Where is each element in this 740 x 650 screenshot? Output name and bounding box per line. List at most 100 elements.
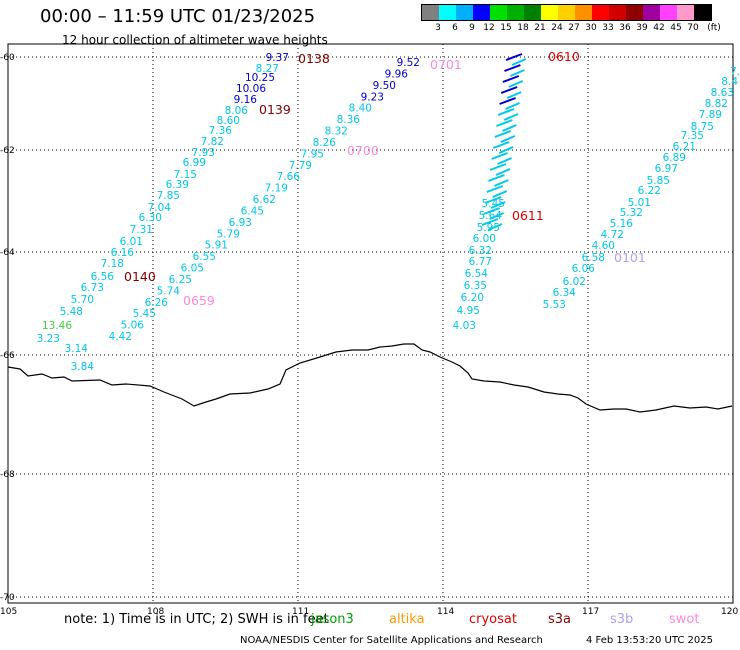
swh-value: 7.66 [277, 171, 301, 183]
swh-value: 6.54 [465, 268, 489, 280]
swh-value: 6.22 [638, 185, 661, 197]
swh-value: 5.06 [121, 320, 145, 332]
credit-text: NOAA/NESDIS Center for Satellite Applica… [240, 635, 543, 646]
legend-swatch [626, 5, 643, 20]
lon-tick-label: 114 [437, 607, 454, 617]
swh-value: 7.82 [201, 136, 224, 148]
swh-value: 5.16 [610, 218, 634, 230]
legend-bin-label: 9 [469, 23, 475, 33]
swh-value: 5.95 [477, 222, 500, 234]
swh-value: 8.36 [337, 114, 361, 126]
swh-value: 8.06 [225, 105, 249, 117]
swh-value: 7.79 [289, 160, 312, 172]
swh-value: 6.25 [169, 274, 192, 286]
swh-value: 6.06 [572, 263, 596, 275]
swh-value: 6.77 [469, 256, 492, 268]
dense-track-mark [494, 130, 512, 138]
legend-swatch [575, 5, 592, 20]
swh-value: 4.72 [601, 229, 624, 241]
legend-unit: (ft) [707, 23, 721, 33]
antarctic-coastline [7, 343, 733, 413]
swh-value: 8.32 [325, 126, 348, 138]
dense-track-mark [492, 141, 510, 149]
legend-bin-label: 3 [435, 23, 441, 33]
dense-track-mark [511, 58, 527, 66]
legend-bin-label: 6 [452, 23, 458, 33]
swh-value: 10.06 [236, 83, 266, 95]
swh-value: 4.60 [592, 240, 615, 252]
swh-value: 9.50 [373, 80, 396, 92]
map-frame [7, 43, 734, 604]
swh-value: 5.53 [543, 299, 566, 311]
swh-value: 5.32 [620, 207, 643, 219]
dense-track-mark [494, 179, 509, 187]
pass-time-label: 0139 [259, 102, 291, 117]
swh-value: 5.91 [205, 240, 228, 252]
legend-bin-label: 27 [568, 23, 580, 33]
legend-bin-label: 18 [517, 23, 529, 33]
legend-bin-label: 45 [670, 23, 682, 33]
swh-value: 6.55 [193, 251, 216, 263]
swh-value: 5.45 [133, 308, 156, 320]
legend-swatches [421, 4, 712, 21]
lon-tick-label: 108 [147, 607, 164, 617]
dense-track-mark [500, 86, 518, 94]
swh-value: 6.00 [473, 233, 496, 245]
dense-track-mark [499, 97, 516, 105]
lat-tick-label: -66 [0, 351, 15, 361]
swh-value: 7.31 [130, 224, 153, 236]
swh-value: 6.35 [464, 280, 487, 292]
swh-value: 7.18 [101, 258, 124, 270]
swh-value: 6.21 [673, 141, 696, 153]
pass-time-label: 0140 [124, 269, 156, 284]
swh-value: 5.79 [217, 228, 240, 240]
legend-swatch [609, 5, 626, 20]
dense-track-mark [505, 53, 523, 61]
pass-time-label: 0700 [347, 143, 379, 158]
swh-value: 5.48 [60, 306, 83, 318]
satellite-label: jason3 [311, 612, 354, 627]
satellite-label: altika [389, 612, 425, 627]
dense-track-mark [505, 102, 520, 110]
lon-tick-label: 120 [721, 607, 738, 617]
swh-value: 8.27 [256, 63, 279, 75]
swh-value: 13.46 [42, 320, 72, 332]
swh-value: 9.37 [266, 52, 289, 64]
legend-swatch [541, 5, 558, 20]
swh-value: 6.62 [253, 194, 276, 206]
swh-value: 9.96 [385, 68, 409, 80]
legend-swatch [524, 5, 541, 20]
pass-time-label: 0701 [430, 57, 462, 72]
swh-value: 6.56 [91, 271, 115, 283]
lat-tick-label: -60 [0, 53, 15, 63]
dense-track-mark [503, 113, 519, 121]
dense-track-mark [481, 218, 499, 226]
legend-bin-label: 70 [687, 23, 699, 33]
pass-time-label: 0101 [614, 250, 646, 265]
swh-value: 7.15 [174, 169, 197, 181]
dense-track-mark [492, 190, 508, 198]
legend-swatch [694, 5, 711, 20]
issued-time: 4 Feb 13:53:20 UTC 2025 [586, 635, 713, 646]
legend-bin-label: 12 [483, 23, 495, 33]
swh-value: 7.36 [209, 125, 233, 137]
satellite-label: swot [669, 612, 700, 627]
footer-note: note: 1) Time is in UTC; 2) SWH is in fe… [64, 612, 329, 627]
lon-tick-label: 117 [582, 607, 599, 617]
dense-track-mark [495, 168, 511, 176]
lat-tick-label: -62 [0, 146, 15, 156]
swh-value: 6.93 [229, 217, 252, 229]
pass-time-label: 0611 [512, 208, 544, 223]
dense-track-mark [498, 146, 514, 154]
legend-bin-label: 36 [619, 23, 631, 33]
swh-value: 5.74 [157, 285, 181, 297]
legend-labels: 3 6 9 12 15 18 21 24 27 30 33 36 39 42 45 70 (ft) [421, 21, 721, 33]
satellite-label: cryosat [469, 612, 517, 627]
legend-swatch [558, 5, 575, 20]
swh-value: 7.19 [265, 183, 288, 195]
dense-track-mark [502, 75, 520, 83]
legend-bin-label: 15 [500, 23, 512, 33]
pass-time-label: 0138 [298, 51, 330, 66]
dense-track-mark [497, 157, 512, 165]
swh-value: 8.75 [691, 121, 714, 133]
